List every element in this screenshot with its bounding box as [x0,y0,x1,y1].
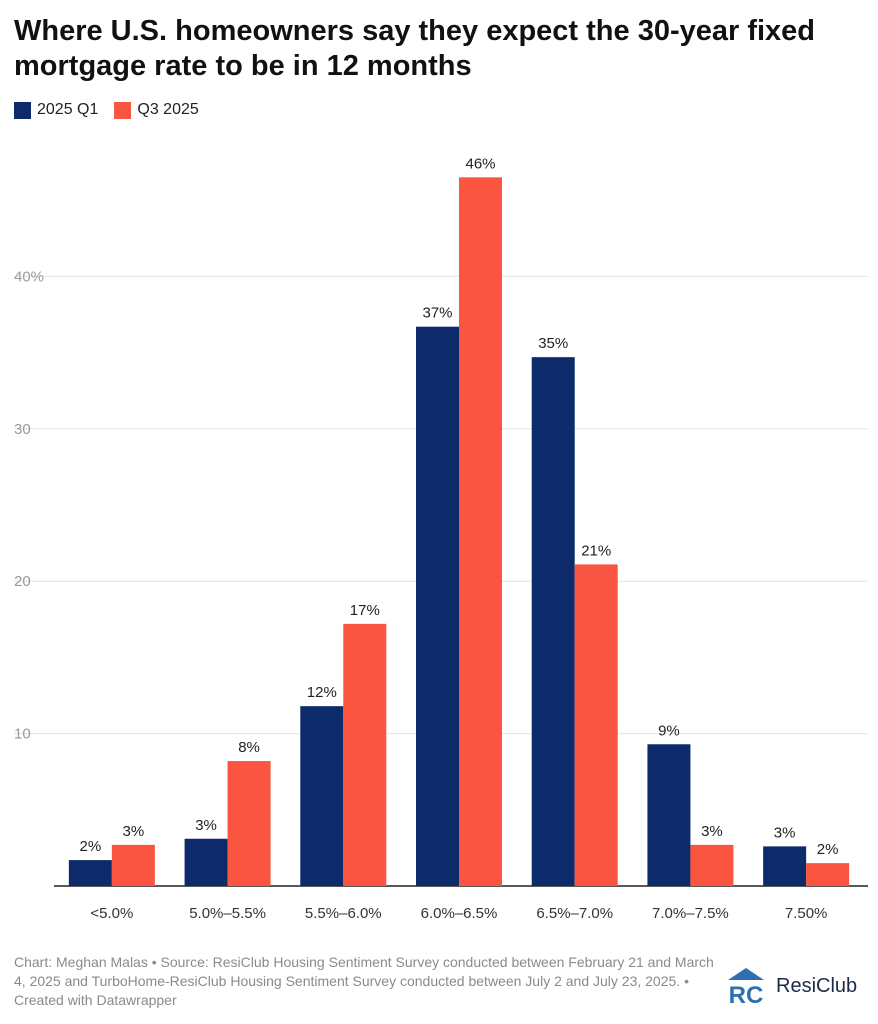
brand-name: ResiClub [776,974,858,997]
bar [111,844,155,886]
legend-label-q3-2025: Q3 2025 [137,101,199,118]
legend: 2025 Q1 Q3 2025 [14,101,215,119]
bar [343,623,387,886]
data-label: 17% [350,602,380,619]
data-label: 8% [238,739,260,756]
data-label: 3% [774,824,796,841]
data-label: 21% [581,542,611,559]
data-label: 3% [195,817,217,834]
legend-swatch-q3-2025 [114,101,132,119]
legend-swatch-2025-q1 [14,101,31,119]
bar [574,564,618,886]
bar-chart: 10 20 30 40% 2% 3% <5.0% 3% 8% 5.0%–5.5% 12% 17% 5.5… [14,155,868,922]
chart-title: Where U.S. homeowners say they expect th… [14,15,816,82]
source-footer: Chart: Meghan Malas • Source: ResiClub H… [14,954,714,1008]
bar [68,860,112,886]
bar [763,846,807,886]
data-label: 46% [465,155,495,172]
data-label: 2% [80,838,102,855]
x-tick-label: 7.0%–7.5% [652,905,729,922]
y-tick-label: 10 [14,726,31,743]
data-label: 37% [422,305,452,322]
bar [647,744,691,886]
bar [459,177,502,887]
data-label: 12% [307,684,337,701]
x-tick-label: 6.0%–6.5% [421,905,498,922]
bar [416,326,459,886]
data-label: 9% [658,722,680,739]
y-tick-label: 40% [14,268,44,285]
x-tick-label: 5.5%–6.0% [305,905,382,922]
legend-label-2025-q1: 2025 Q1 [37,101,99,118]
resiclub-logo: RC [728,968,764,1006]
data-label: 3% [123,823,145,840]
logo-lettering: RC [729,982,764,1006]
legend-item-2025-q1: 2025 Q1 [14,101,98,119]
x-tick-label: 7.50% [785,905,828,922]
bar [690,844,734,886]
brand: RC ResiClub [724,966,857,1006]
bar [227,761,271,886]
data-label: 35% [538,335,568,352]
x-tick-label: <5.0% [90,905,133,922]
bar [531,357,575,886]
data-label: 2% [817,841,839,858]
data-label: 3% [701,823,723,840]
bar [300,706,344,886]
bar [806,863,850,886]
y-tick-label: 20 [14,573,31,590]
legend-item-q3-2025: Q3 2025 [114,101,199,119]
x-tick-label: 5.0%–5.5% [189,905,266,922]
bar [184,838,228,886]
x-tick-label: 6.5%–7.0% [536,905,613,922]
y-tick-label: 30 [14,421,31,438]
